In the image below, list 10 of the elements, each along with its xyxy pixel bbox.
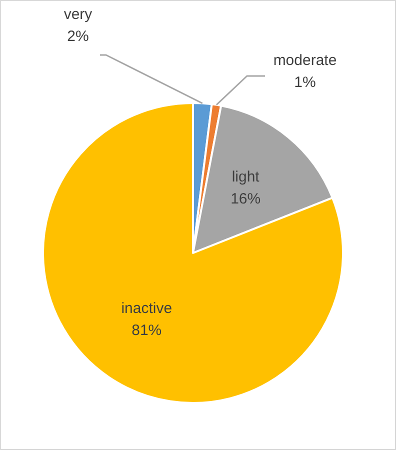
slice-label: moderate	[273, 52, 337, 69]
data-label: 2%	[67, 28, 89, 45]
slice-label: very	[64, 6, 93, 23]
slice-label: inactive	[121, 300, 172, 318]
data-label: 16%	[230, 190, 261, 208]
data-label: 81%	[132, 322, 162, 340]
slice-label: light	[232, 168, 260, 186]
pie-slice	[192, 104, 334, 254]
data-label: 1%	[294, 74, 316, 91]
pie-slice	[42, 102, 344, 404]
